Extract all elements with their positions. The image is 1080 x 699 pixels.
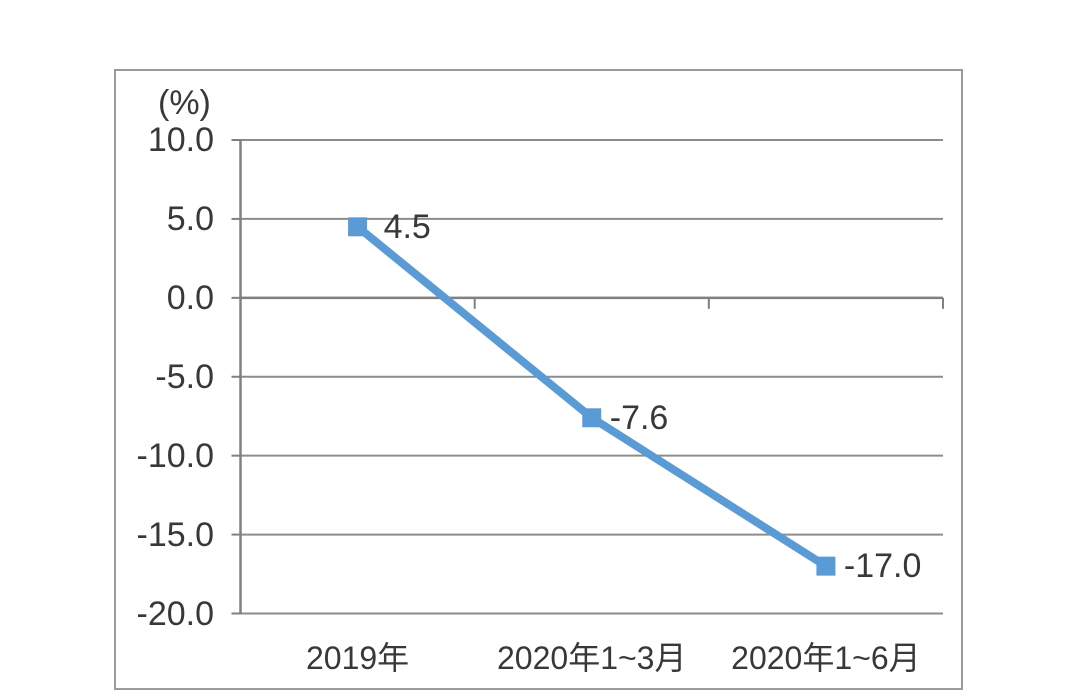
x-axis-category-label: 2020年1~3月	[497, 640, 687, 676]
gridlines-group	[231, 139, 943, 615]
y-axis-tick-label: 5.0	[166, 199, 214, 238]
data-point-marker	[348, 217, 368, 237]
x-axis-category-label: 2019年	[305, 640, 410, 676]
y-axis-tick-label: -5.0	[155, 357, 214, 396]
y-axis-tick-label: -10.0	[136, 436, 215, 475]
y-axis-unit-label: (%)	[158, 84, 211, 122]
data-point-marker	[582, 408, 602, 428]
y-axis-tick-label: 10.0	[147, 121, 214, 159]
data-point-marker	[816, 556, 836, 576]
data-point-label: -7.6	[609, 398, 669, 437]
y-axis-tick-label: 0.0	[166, 278, 214, 317]
series-line	[355, 223, 829, 570]
x-axis-category-label: 2020年1~6月	[731, 640, 921, 676]
data-point-label: 4.5	[383, 207, 431, 246]
y-axis-tick-label: -20.0	[136, 594, 215, 633]
axes-group	[239, 139, 944, 615]
y-axis-tick-label: -15.0	[136, 515, 215, 554]
data-point-label: -17.0	[843, 547, 922, 586]
series-group	[348, 217, 836, 576]
